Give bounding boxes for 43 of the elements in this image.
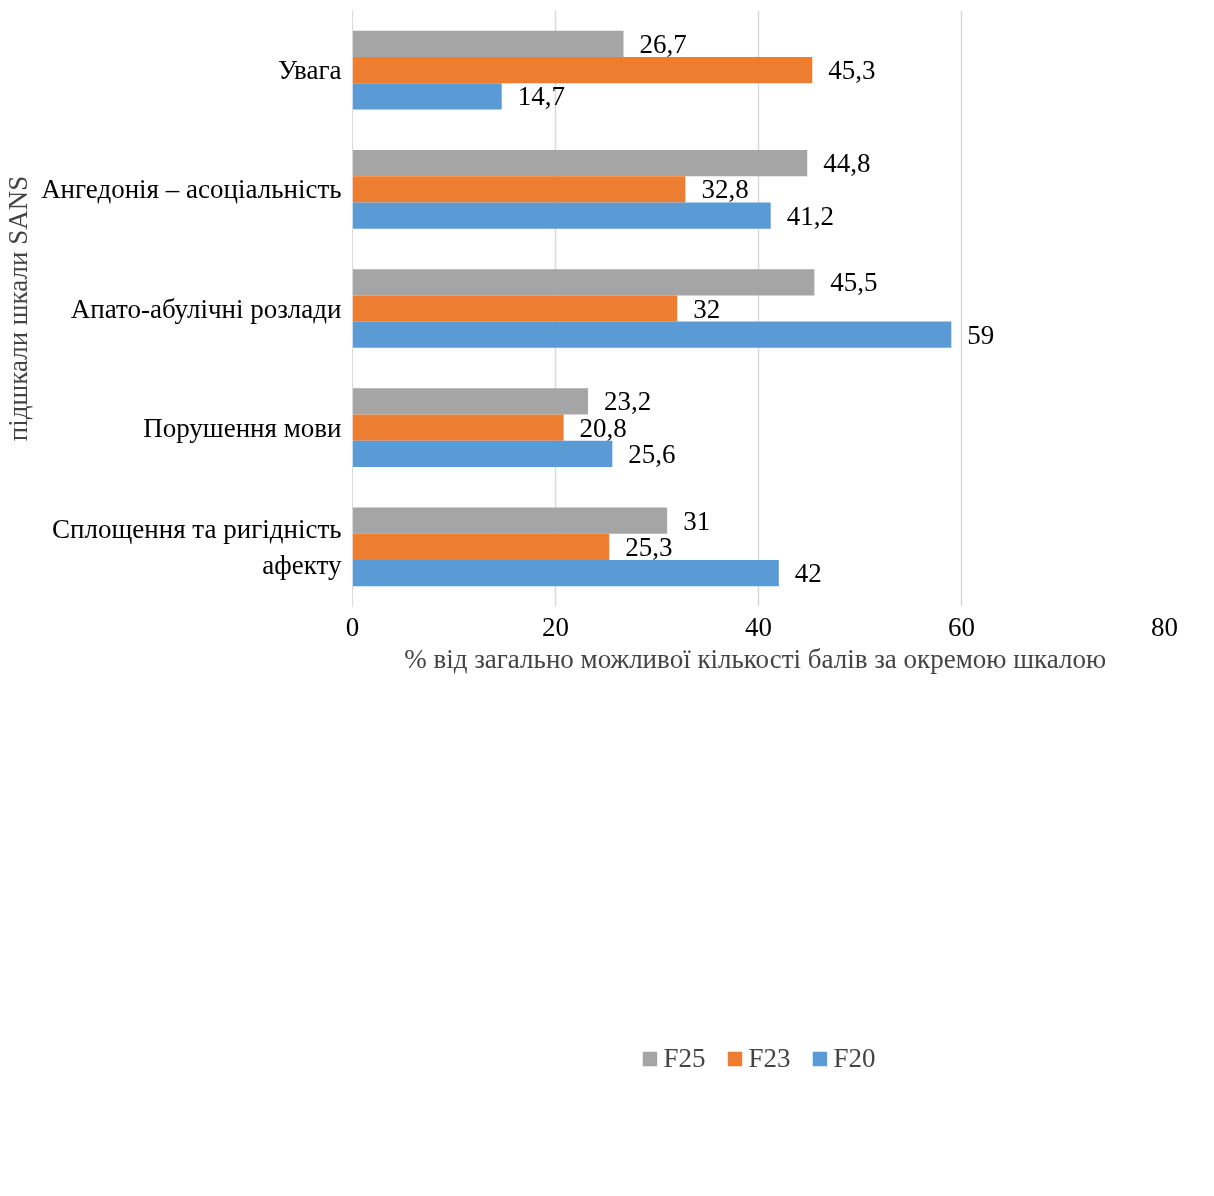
y-tick-label: Ангедонія – асоціальність — [41, 174, 342, 205]
data-label: 45,3 — [828, 55, 876, 86]
x-tick-label: 80 — [1151, 611, 1178, 642]
bar — [352, 295, 678, 322]
bar — [352, 176, 686, 203]
bar — [352, 507, 668, 534]
bar — [352, 388, 588, 415]
x-tick-label: 0 — [345, 611, 360, 642]
y-tick-label: Порушення мови — [143, 412, 342, 443]
data-label: 32 — [693, 293, 721, 324]
x-tick-label: 20 — [542, 611, 569, 642]
y-tick-label: Увага — [277, 55, 342, 86]
bar — [352, 30, 624, 57]
data-label: 44,8 — [823, 148, 871, 179]
x-axis-title: % від загально можливої кількості балів за окремою шкалою — [404, 643, 1107, 674]
data-label: 25,3 — [625, 531, 673, 562]
bar — [352, 440, 613, 468]
x-tick-label: 60 — [948, 611, 975, 642]
legend-label: F23 — [748, 1042, 791, 1074]
bar — [352, 321, 952, 348]
data-label: 42 — [794, 558, 822, 589]
legend-label: F20 — [833, 1042, 876, 1074]
bar — [352, 202, 771, 229]
data-label: 31 — [683, 505, 711, 536]
data-label: 14,7 — [517, 81, 565, 112]
bar — [352, 149, 808, 177]
bar — [352, 414, 564, 441]
data-label: 32,8 — [701, 174, 749, 205]
x-tick-label: 40 — [745, 611, 772, 642]
bar — [352, 560, 779, 587]
bar — [352, 533, 610, 561]
data-label: 26,7 — [639, 28, 687, 59]
y-tick-label: Апато-абулічні розлади — [70, 293, 342, 324]
data-label: 45,5 — [830, 267, 878, 298]
y-axis-title: підшкали шкали SANS — [3, 175, 34, 442]
bar — [352, 83, 502, 110]
data-label: 59 — [967, 319, 995, 350]
data-label: 25,6 — [628, 438, 676, 469]
data-label: 41,2 — [786, 200, 834, 231]
bar — [352, 56, 813, 84]
legend-label: F25 — [663, 1042, 706, 1074]
bar — [352, 269, 815, 296]
y-tick-label: Сплощення та ригідність афекту — [52, 513, 342, 580]
